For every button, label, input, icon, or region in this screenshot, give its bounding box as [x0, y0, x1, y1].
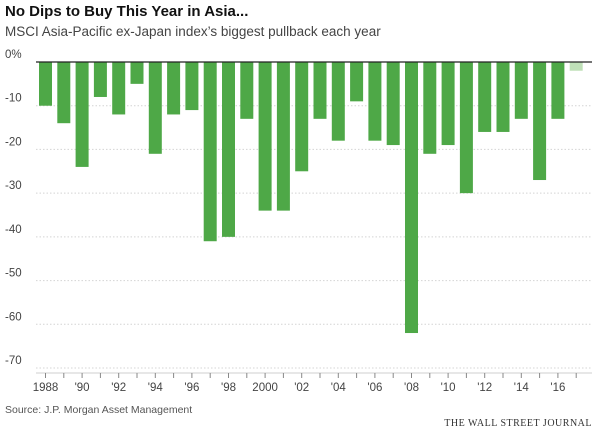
y-tick-label: -50 — [5, 268, 22, 280]
y-tick-label: -10 — [5, 93, 22, 105]
x-tick-label: '90 — [75, 382, 90, 394]
bar-chart: 0% -10 -20 -30 -40 -50 -60 -70 1988 '90 '92 '94 '96… — [5, 49, 592, 394]
x-tick-label: '08 — [404, 382, 419, 394]
x-tick-label: '10 — [441, 382, 456, 394]
bar-1991 — [93, 62, 107, 97]
x-tick-label: '04 — [331, 382, 347, 394]
bar-1990 — [75, 62, 89, 167]
y-tick-label: 0% — [5, 49, 22, 61]
bar-2014 — [514, 62, 528, 119]
x-tick-label: 1988 — [33, 382, 59, 394]
bar-2003 — [313, 62, 327, 119]
bar-1993 — [130, 62, 144, 84]
bar-2017 — [569, 62, 583, 71]
bar-2013 — [496, 62, 510, 132]
bar-1995 — [167, 62, 181, 115]
bar-1998 — [222, 62, 235, 237]
bar-2005 — [350, 62, 364, 102]
y-tick-label: -60 — [5, 311, 22, 323]
x-tick-label: 2000 — [252, 382, 278, 394]
bar-2002 — [295, 62, 309, 172]
bar-2011 — [459, 62, 473, 194]
bar-1996 — [185, 62, 199, 111]
bar-2006 — [368, 62, 382, 141]
bar-2016 — [551, 62, 565, 119]
bar-1999 — [240, 62, 254, 119]
publisher-logo: THE WALL STREET JOURNAL — [444, 418, 592, 429]
bar-1994 — [148, 62, 162, 154]
x-tick-label: '16 — [550, 382, 565, 394]
x-tick-label: '06 — [367, 382, 382, 394]
bar-2009 — [423, 62, 437, 154]
bars — [39, 62, 583, 334]
y-tick-label: -20 — [5, 136, 22, 148]
x-tick-label: '14 — [514, 382, 530, 394]
x-tick-label: '96 — [184, 382, 199, 394]
chart-title: No Dips to Buy This Year in Asia... — [5, 3, 249, 20]
x-tick-label: '98 — [221, 382, 236, 394]
gridlines — [36, 105, 592, 369]
x-tick-label: '94 — [148, 382, 164, 394]
x-axis-ticks — [36, 372, 592, 378]
bar-2001 — [276, 62, 290, 211]
x-tick-label: '12 — [477, 382, 492, 394]
bar-1992 — [112, 62, 126, 115]
x-tick-label: '02 — [294, 382, 309, 394]
x-tick-label: '92 — [111, 382, 126, 394]
bar-1988 — [39, 62, 52, 106]
bar-2010 — [441, 62, 455, 146]
source-note: Source: J.P. Morgan Asset Management — [5, 404, 193, 416]
y-tick-label: -40 — [5, 224, 22, 236]
chart-subtitle: MSCI Asia-Pacific ex-Japan index’s bigge… — [5, 24, 381, 39]
bar-2007 — [386, 62, 400, 146]
x-axis-labels: 1988 '90 '92 '94 '96 '98 2000 '02 '04 '06 '08 '10 '1… — [33, 382, 566, 394]
bar-2000 — [258, 62, 272, 211]
bar-1997 — [203, 62, 217, 242]
bar-2015 — [533, 62, 547, 181]
bar-2004 — [331, 62, 345, 141]
bar-1989 — [57, 62, 71, 124]
y-tick-label: -30 — [5, 180, 22, 192]
y-tick-label: -70 — [5, 355, 22, 367]
bar-2008 — [405, 62, 418, 334]
y-axis-labels: 0% -10 -20 -30 -40 -50 -60 -70 — [5, 49, 22, 367]
bar-2012 — [478, 62, 492, 132]
